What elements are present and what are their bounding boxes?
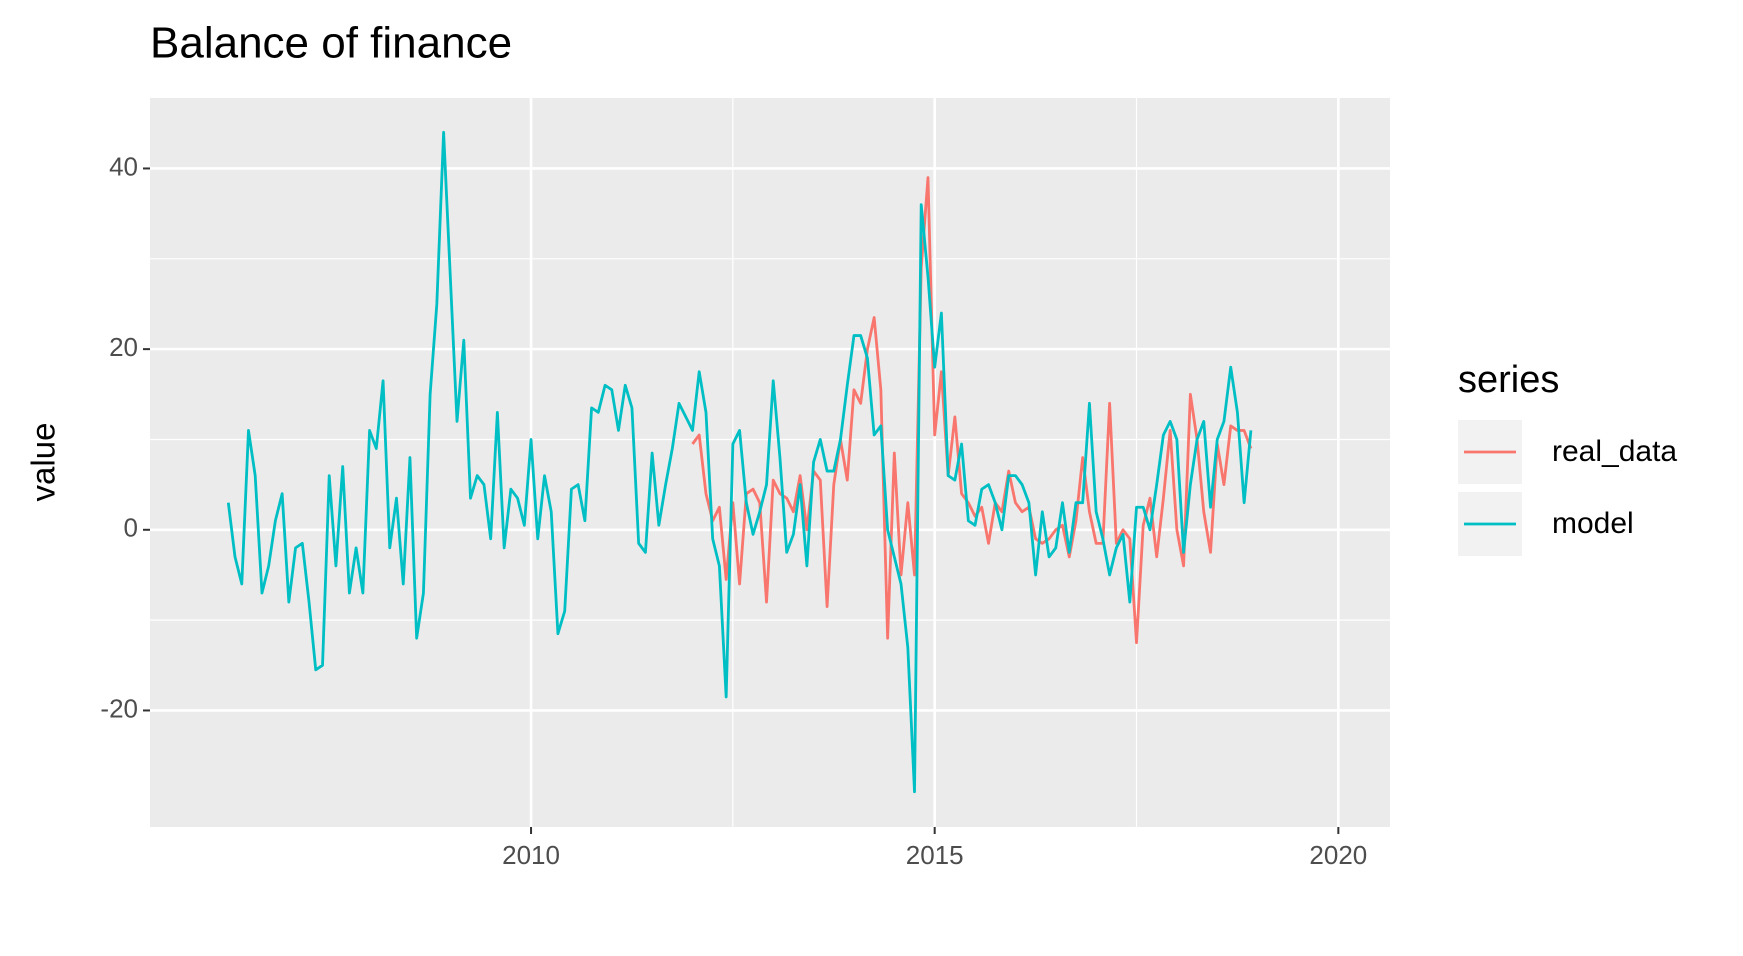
chart-title: Balance of finance [150, 19, 512, 68]
legend-label: model [1552, 507, 1634, 540]
x-tick-label: 2010 [502, 840, 560, 870]
x-tick-label: 2015 [906, 840, 964, 870]
y-tick-label: -20 [100, 693, 138, 723]
y-tick-label: 20 [109, 332, 138, 362]
series-line [226, 130, 1253, 794]
legend-title: series [1458, 359, 1559, 401]
y-tick-label: 40 [109, 151, 138, 181]
y-tick-label: 0 [124, 513, 138, 543]
legend-label: real_data [1552, 435, 1677, 468]
series-line [691, 176, 1253, 645]
x-tick-label: 2020 [1309, 840, 1367, 870]
plot-panel [150, 98, 1390, 827]
y-axis-label: value [25, 423, 62, 502]
